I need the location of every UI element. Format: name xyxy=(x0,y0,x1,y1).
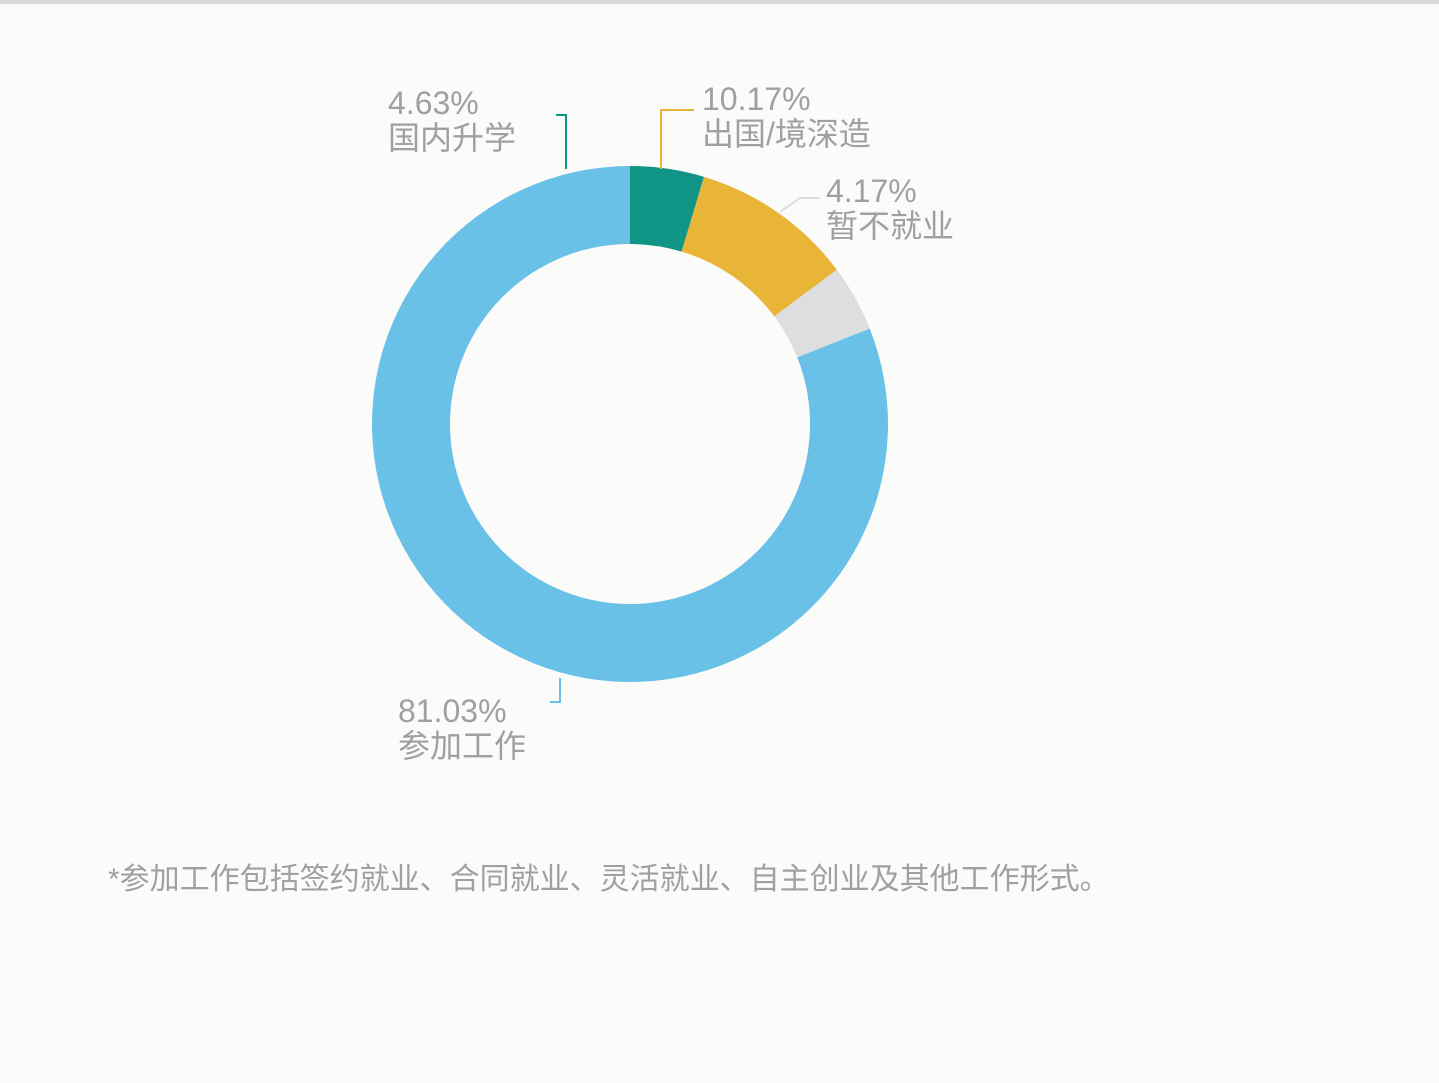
slice-label-domestic-study: 4.63% 国内升学 xyxy=(388,86,516,156)
slice-pct-not-employed: 4.17% xyxy=(826,174,954,209)
slice-name-abroad-study: 出国/境深造 xyxy=(702,117,871,152)
leader-domestic_study xyxy=(556,115,566,169)
donut-svg xyxy=(0,0,1439,1083)
donut-chart: 4.63% 国内升学 10.17% 出国/境深造 4.17% 暂不就业 81.0… xyxy=(0,0,1439,1083)
slice-pct-abroad-study: 10.17% xyxy=(702,82,871,117)
slice-pct-work: 81.03% xyxy=(398,694,526,729)
leader-work xyxy=(550,678,560,702)
slice-name-not-employed: 暂不就业 xyxy=(826,209,954,244)
slice-label-not-employed: 4.17% 暂不就业 xyxy=(826,174,954,244)
leader-abroad_study xyxy=(661,110,694,169)
slice-label-abroad-study: 10.17% 出国/境深造 xyxy=(702,82,871,152)
leader-not_employed xyxy=(780,198,820,212)
slice-name-domestic-study: 国内升学 xyxy=(388,121,516,156)
slice-pct-domestic-study: 4.63% xyxy=(388,86,516,121)
footnote: *参加工作包括签约就业、合同就业、灵活就业、自主创业及其他工作形式。 xyxy=(108,854,1110,898)
slice-label-work: 81.03% 参加工作 xyxy=(398,694,526,764)
slice-name-work: 参加工作 xyxy=(398,729,526,764)
